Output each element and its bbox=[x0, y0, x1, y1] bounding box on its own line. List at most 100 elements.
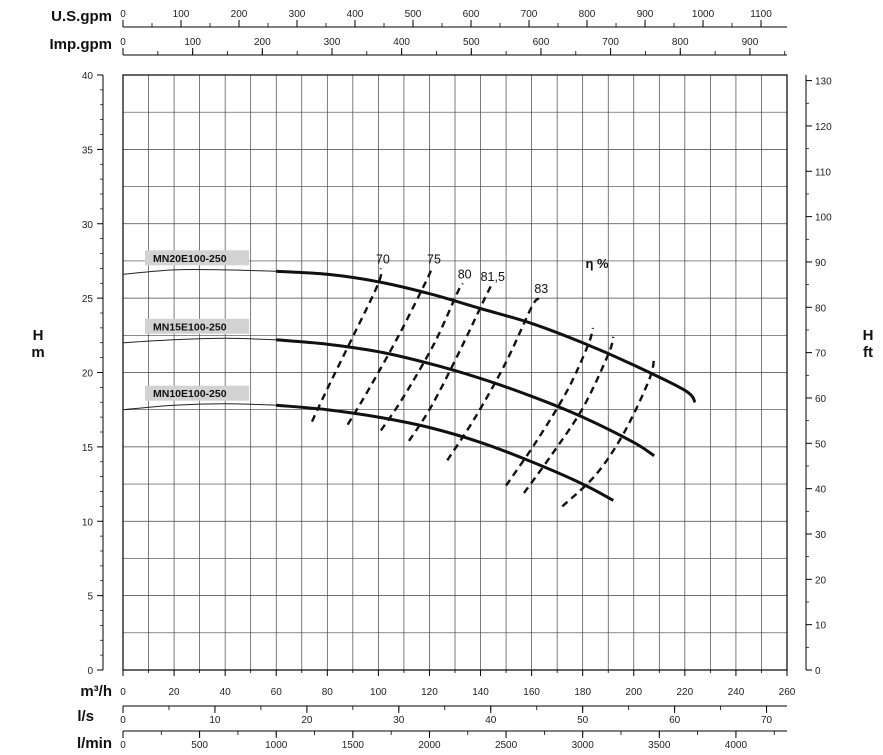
tick-label: 500 bbox=[405, 9, 422, 20]
tick-label: 900 bbox=[637, 9, 654, 20]
head-ft-axis-label-unit: ft bbox=[863, 344, 873, 361]
tick-label: 35 bbox=[82, 145, 94, 156]
tick-label: 100 bbox=[815, 213, 832, 224]
tick-label: 20 bbox=[169, 687, 181, 698]
tick-label: 260 bbox=[779, 687, 796, 698]
tick-label: 1000 bbox=[265, 740, 288, 751]
tick-label: 200 bbox=[254, 37, 271, 48]
tick-label: 60 bbox=[669, 715, 681, 726]
tick-label: 0 bbox=[120, 37, 126, 48]
tick-label: 30 bbox=[393, 715, 405, 726]
tick-label: 4000 bbox=[725, 740, 748, 751]
tick-label: 0 bbox=[120, 740, 126, 751]
mn20e100-250-label-box bbox=[145, 250, 249, 266]
tick-label: 10 bbox=[209, 715, 221, 726]
tick-label: 110 bbox=[815, 167, 831, 178]
tick-label: 0 bbox=[815, 666, 821, 677]
tick-label: 120 bbox=[815, 122, 832, 133]
chart-labels: MN20E100-250 MN15E100-250 MN10E100-250 bbox=[145, 250, 249, 401]
efficiency-curve-6 bbox=[505, 327, 595, 487]
tick-label: 2000 bbox=[418, 740, 441, 751]
tick-label: 20 bbox=[301, 715, 313, 726]
tick-label: 50 bbox=[577, 715, 589, 726]
mn10e100-250-curve-thin bbox=[122, 403, 277, 411]
efficiency-curves: 70 75 80 81,5 83 bbox=[310, 252, 656, 508]
tick-label: 180 bbox=[574, 687, 591, 698]
tick-label: 600 bbox=[533, 37, 550, 48]
mn20e100-250-label: MN20E100-250 bbox=[153, 253, 227, 265]
tick-label: 300 bbox=[324, 37, 341, 48]
efficiency-curve-7 bbox=[523, 336, 615, 494]
tick-label: 600 bbox=[463, 9, 480, 20]
tick-label: 1500 bbox=[342, 740, 365, 751]
tick-label: 500 bbox=[463, 37, 480, 48]
efficiency-curve-5 bbox=[446, 297, 541, 461]
mn20e100-250-curve-thin bbox=[122, 268, 277, 275]
tick-label: 5 bbox=[87, 592, 93, 603]
tick-label: 0 bbox=[120, 9, 126, 20]
efficiency-label-2: 75 bbox=[427, 252, 441, 266]
tick-label: 10 bbox=[82, 517, 94, 528]
mn15e100-250-curve-thin bbox=[122, 337, 277, 344]
tick-label: 200 bbox=[625, 687, 642, 698]
efficiency-label-1: 70 bbox=[376, 252, 390, 266]
efficiency-label-4: 81,5 bbox=[481, 270, 505, 284]
efficiency-curve-1 bbox=[310, 268, 383, 423]
mn10e100-250-label: MN10E100-250 bbox=[153, 388, 227, 400]
efficiency-curve-2 bbox=[346, 267, 434, 426]
tick-label: 60 bbox=[271, 687, 283, 698]
efficiency-curve-8 bbox=[561, 357, 656, 508]
tick-label: 0 bbox=[87, 666, 93, 677]
tick-label: 2500 bbox=[495, 740, 518, 751]
head-ft-axis: 0 10 20 30 40 50 60 70 80 90 100 110 120 130 bbox=[805, 75, 832, 677]
tick-label: 400 bbox=[393, 37, 410, 48]
tick-label: 700 bbox=[602, 37, 619, 48]
tick-label: 130 bbox=[815, 77, 832, 88]
tick-label: 240 bbox=[728, 687, 745, 698]
pump-curves bbox=[122, 268, 697, 502]
usgpm-axis-label: U.S.gpm bbox=[51, 8, 112, 25]
tick-label: 40 bbox=[82, 71, 94, 82]
tick-label: 40 bbox=[815, 485, 827, 496]
tick-label: 100 bbox=[173, 9, 190, 20]
tick-label: 20 bbox=[815, 575, 827, 586]
tick-label: 200 bbox=[231, 9, 248, 20]
tick-label: 30 bbox=[815, 530, 827, 541]
top-flow-axes: 0 100 200 300 400 500 600 700 800 900 1000 1100 0 100… bbox=[120, 9, 787, 56]
efficiency-label: η % bbox=[585, 256, 609, 271]
impgpm-axis-label: Imp.gpm bbox=[50, 36, 113, 53]
efficiency-label-5: 83 bbox=[534, 282, 548, 296]
head-m-axis-label-unit: m bbox=[31, 344, 44, 361]
m3h-axis-label: m³/h bbox=[80, 683, 112, 700]
tick-label: 80 bbox=[815, 303, 827, 314]
tick-label: 140 bbox=[472, 687, 489, 698]
tick-label: 50 bbox=[815, 439, 827, 450]
tick-label: 160 bbox=[523, 687, 540, 698]
tick-label: 40 bbox=[220, 687, 232, 698]
tick-label: 300 bbox=[289, 9, 306, 20]
tick-label: 3500 bbox=[648, 740, 671, 751]
tick-label: 70 bbox=[761, 715, 773, 726]
tick-label: 1000 bbox=[692, 9, 715, 20]
tick-label: 15 bbox=[82, 443, 94, 454]
mn10e100-250-label-box bbox=[145, 385, 249, 401]
tick-label: 80 bbox=[322, 687, 334, 698]
efficiency-curve-3 bbox=[379, 282, 464, 432]
head-m-axis: 0 5 10 15 20 25 30 35 40 bbox=[82, 71, 104, 677]
tick-label: 90 bbox=[815, 258, 827, 269]
tick-label: 0 bbox=[120, 687, 126, 698]
tick-label: 0 bbox=[120, 715, 126, 726]
tick-label: 700 bbox=[521, 9, 538, 20]
tick-label: 100 bbox=[370, 687, 387, 698]
tick-label: 800 bbox=[579, 9, 596, 20]
tick-label: 1100 bbox=[750, 9, 772, 20]
tick-label: 400 bbox=[347, 9, 364, 20]
ls-axis-label: l/s bbox=[77, 708, 94, 725]
tick-label: 70 bbox=[815, 349, 827, 360]
lmin-axis-label: l/min bbox=[77, 735, 112, 752]
grid bbox=[123, 75, 787, 670]
tick-label: 20 bbox=[82, 369, 94, 380]
tick-label: 30 bbox=[82, 220, 94, 231]
tick-label: 500 bbox=[191, 740, 208, 751]
